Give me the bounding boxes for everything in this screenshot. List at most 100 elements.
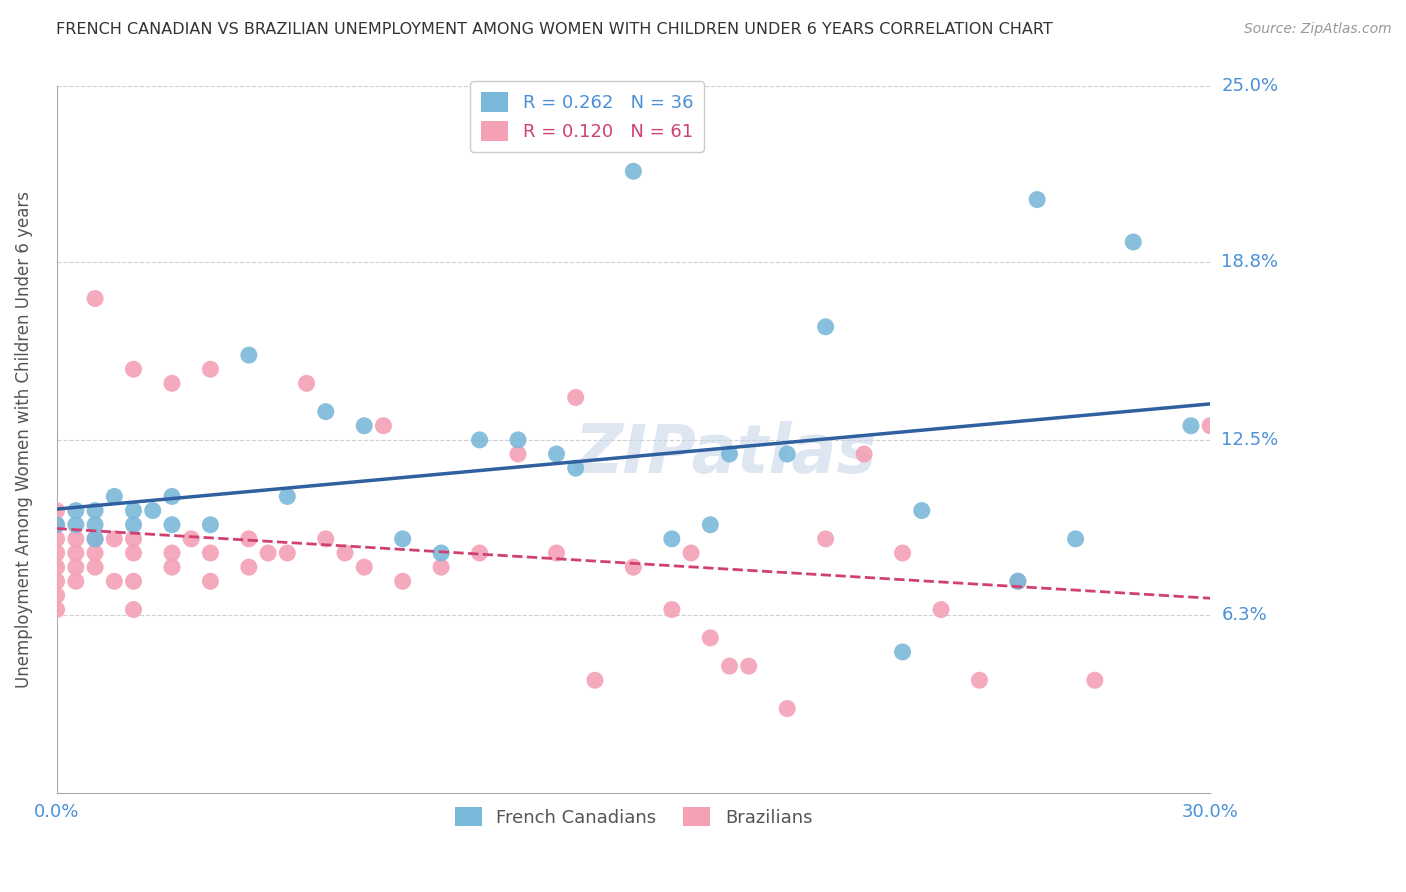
Point xyxy=(718,659,741,673)
Legend: French Canadians, Brazilians: French Canadians, Brazilians xyxy=(447,799,820,834)
Point xyxy=(122,517,145,532)
Point xyxy=(853,447,876,461)
Point xyxy=(122,546,145,560)
Point xyxy=(1180,418,1202,433)
Point xyxy=(969,673,991,688)
Point xyxy=(276,490,298,504)
Point xyxy=(506,447,529,461)
Text: ZIPatlas: ZIPatlas xyxy=(575,421,877,487)
Point xyxy=(776,701,799,715)
Point xyxy=(1007,574,1029,589)
Point xyxy=(373,418,395,433)
Point xyxy=(929,602,952,616)
Point xyxy=(891,546,914,560)
Point xyxy=(65,503,87,517)
Point xyxy=(468,546,491,560)
Point xyxy=(564,391,586,405)
Point xyxy=(84,292,107,306)
Point xyxy=(1084,673,1107,688)
Point xyxy=(200,362,222,376)
Point xyxy=(295,376,318,391)
Point xyxy=(776,447,799,461)
Point xyxy=(45,517,67,532)
Point xyxy=(65,546,87,560)
Point xyxy=(681,546,703,560)
Point xyxy=(699,517,721,532)
Text: 6.3%: 6.3% xyxy=(1222,607,1267,624)
Point xyxy=(315,404,337,418)
Text: 18.8%: 18.8% xyxy=(1222,252,1278,271)
Point xyxy=(1199,418,1222,433)
Point xyxy=(430,546,453,560)
Point xyxy=(122,503,145,517)
Text: 12.5%: 12.5% xyxy=(1222,431,1278,449)
Point xyxy=(45,560,67,574)
Point xyxy=(814,319,837,334)
Point xyxy=(621,164,644,178)
Point xyxy=(45,602,67,616)
Point xyxy=(160,546,183,560)
Text: FRENCH CANADIAN VS BRAZILIAN UNEMPLOYMENT AMONG WOMEN WITH CHILDREN UNDER 6 YEAR: FRENCH CANADIAN VS BRAZILIAN UNEMPLOYMEN… xyxy=(56,22,1053,37)
Point xyxy=(45,503,67,517)
Point xyxy=(621,560,644,574)
Point xyxy=(122,602,145,616)
Point xyxy=(160,517,183,532)
Point xyxy=(738,659,761,673)
Point xyxy=(84,532,107,546)
Point xyxy=(564,461,586,475)
Point xyxy=(238,560,260,574)
Point xyxy=(103,490,125,504)
Point xyxy=(180,532,202,546)
Point xyxy=(200,517,222,532)
Point xyxy=(160,560,183,574)
Y-axis label: Unemployment Among Women with Children Under 6 years: Unemployment Among Women with Children U… xyxy=(15,192,32,689)
Point xyxy=(506,433,529,447)
Point xyxy=(122,362,145,376)
Point xyxy=(546,546,568,560)
Point xyxy=(315,532,337,546)
Point xyxy=(200,546,222,560)
Point xyxy=(1064,532,1087,546)
Point xyxy=(1007,574,1029,589)
Point xyxy=(1122,235,1144,249)
Point xyxy=(65,532,87,546)
Point xyxy=(1026,193,1049,207)
Point xyxy=(45,532,67,546)
Point xyxy=(103,532,125,546)
Point xyxy=(468,433,491,447)
Point xyxy=(353,560,375,574)
Point xyxy=(391,532,413,546)
Point xyxy=(84,503,107,517)
Point xyxy=(891,645,914,659)
Point xyxy=(84,546,107,560)
Point xyxy=(45,546,67,560)
Text: 25.0%: 25.0% xyxy=(1222,78,1278,95)
Point xyxy=(122,574,145,589)
Point xyxy=(45,517,67,532)
Point xyxy=(911,503,934,517)
Point xyxy=(661,602,683,616)
Point xyxy=(661,532,683,546)
Point xyxy=(546,447,568,461)
Point xyxy=(238,532,260,546)
Point xyxy=(65,560,87,574)
Point xyxy=(583,673,606,688)
Point xyxy=(718,447,741,461)
Point xyxy=(84,560,107,574)
Point xyxy=(65,517,87,532)
Point xyxy=(200,574,222,589)
Point xyxy=(45,574,67,589)
Point xyxy=(353,418,375,433)
Point xyxy=(391,574,413,589)
Point xyxy=(142,503,165,517)
Point xyxy=(45,589,67,603)
Point xyxy=(122,532,145,546)
Point xyxy=(257,546,280,560)
Text: Source: ZipAtlas.com: Source: ZipAtlas.com xyxy=(1244,22,1392,37)
Point xyxy=(699,631,721,645)
Point xyxy=(160,490,183,504)
Point xyxy=(84,517,107,532)
Point xyxy=(430,560,453,574)
Point xyxy=(333,546,356,560)
Point xyxy=(238,348,260,362)
